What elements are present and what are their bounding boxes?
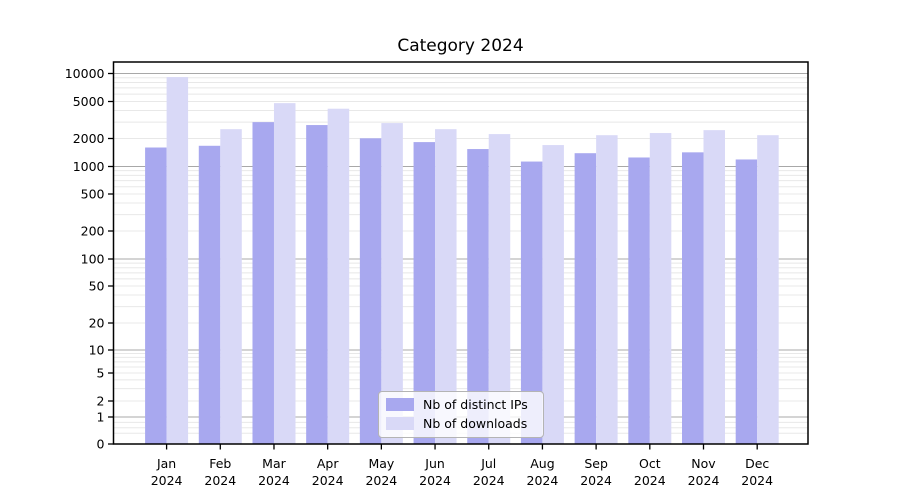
bar-downloads-jul [488,134,511,444]
bar-downloads-nov [703,130,725,444]
bar-downloads-mar [273,103,296,444]
y-tick-label: 1 [97,410,105,425]
y-tick-label: 100 [81,252,105,267]
bar-distinct-ips-nov [682,152,704,444]
bar-downloads-may [381,123,403,444]
y-tick-label: 5000 [73,94,105,109]
bar-downloads-oct [649,133,672,444]
x-tick-label: Jun 2024 [419,456,451,488]
legend-swatch-downloads [386,417,414,430]
chart-title: Category 2024 [397,36,524,56]
x-tick-label: Feb 2024 [204,456,236,488]
legend-label-distinct-ips: Nb of distinct IPs [423,397,528,412]
bar-series [145,77,779,445]
bar-downloads-aug [542,145,564,444]
bar-downloads-apr [327,108,350,445]
bar-distinct-ips-dec [735,159,758,444]
bar-downloads-dec [757,135,779,444]
bar-distinct-ips-jan [145,147,167,445]
bar-distinct-ips-apr [306,125,328,445]
legend-swatch-distinct-ips [386,398,414,411]
y-tick-label: 5 [97,366,105,381]
y-tick-label: 200 [81,224,105,239]
bar-distinct-ips-aug [520,161,543,444]
x-axis: Jan 2024 Feb 2024 Mar 2024 Apr 2024 May 2024 Jun 20… [151,444,773,488]
y-tick-label: 10000 [65,66,105,81]
legend-item-downloads: Nb of downloads [386,416,535,431]
bar-distinct-ips-sep [574,153,597,444]
bar-distinct-ips-jul [467,149,489,444]
bar-downloads-sep [596,135,618,444]
bar-distinct-ips-jun [413,142,436,444]
axes-spines [112,61,809,445]
x-tick-label: Sep 2024 [580,456,612,488]
y-tick-label: 0 [97,437,105,452]
x-tick-label: May 2024 [365,456,397,488]
x-tick-label: Dec 2024 [741,456,773,488]
legend-label-downloads: Nb of downloads [423,416,528,431]
bar-downloads-feb [220,129,242,444]
bar-distinct-ips-mar [252,122,274,445]
x-tick-label: Jul 2024 [473,456,505,488]
legend-item-distinct-ips: Nb of distinct IPs [386,397,535,412]
y-tick-label: 500 [81,187,105,202]
y-tick-label: 2 [97,394,105,409]
y-tick-label: 2000 [73,131,105,146]
bar-distinct-ips-feb [198,145,221,445]
x-tick-label: Oct 2024 [634,456,666,488]
y-tick-label: 20 [89,316,105,331]
x-tick-label: Mar 2024 [258,456,290,488]
x-tick-label: Apr 2024 [312,456,344,488]
bar-downloads-jun [435,129,457,444]
y-tick-label: 50 [89,279,105,294]
y-tick-label: 1000 [73,159,105,174]
bar-downloads-jan [166,77,189,444]
x-tick-label: Nov 2024 [688,456,720,488]
x-tick-label: Jan 2024 [151,456,183,488]
x-tick-label: Aug 2024 [527,456,559,488]
bar-distinct-ips-may [359,138,382,445]
legend: Nb of distinct IPs Nb of downloads [378,391,544,438]
bar-distinct-ips-oct [628,157,650,444]
y-tick-label: 10 [89,343,105,358]
